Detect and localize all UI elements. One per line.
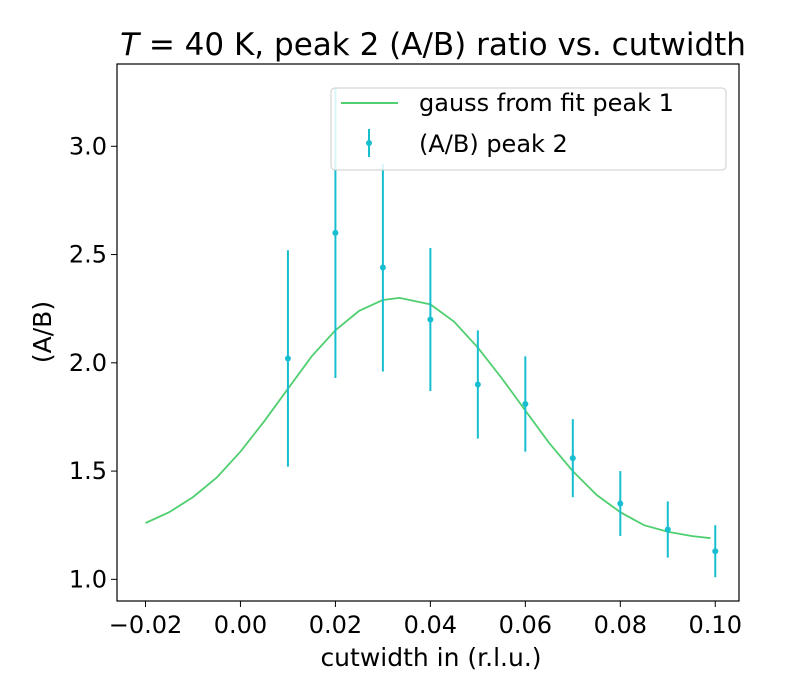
y-tick-label: 3.0 bbox=[69, 132, 107, 160]
chart-title: T = 40 K, peak 2 (A/B) ratio vs. cutwidt… bbox=[120, 27, 746, 63]
data-point bbox=[617, 500, 624, 507]
data-point bbox=[332, 229, 339, 236]
data-point bbox=[427, 316, 434, 323]
data-point bbox=[284, 355, 291, 362]
legend-box bbox=[330, 87, 727, 171]
x-tick-label: 0.06 bbox=[499, 611, 552, 639]
y-axis-label: (A/B) bbox=[28, 301, 57, 363]
x-tick-label: 0.02 bbox=[309, 611, 362, 639]
y-tick-label: 1.5 bbox=[69, 457, 107, 485]
x-tick-label: 0.08 bbox=[594, 611, 647, 639]
data-point bbox=[474, 381, 481, 388]
legend-swatch-ratio bbox=[366, 129, 372, 157]
legend: gauss from fit peak 1 (A/B) peak 2 bbox=[330, 87, 727, 171]
x-tick-label: −0.02 bbox=[109, 611, 183, 639]
chart-title-text: = 40 K, peak 2 (A/B) ratio vs. cutwidth bbox=[139, 27, 746, 63]
x-tick-label: 0.10 bbox=[689, 611, 742, 639]
legend-label-gauss: gauss from fit peak 1 bbox=[419, 89, 674, 117]
data-point bbox=[379, 264, 386, 271]
series-layer bbox=[145, 87, 719, 578]
y-tick-label: 2.0 bbox=[69, 349, 107, 377]
legend-point bbox=[366, 140, 372, 146]
data-point bbox=[569, 455, 576, 462]
y-tick-label: 1.0 bbox=[69, 565, 107, 593]
x-tick-label: 0.00 bbox=[214, 611, 267, 639]
x-axis-label: cutwidth in (r.l.u.) bbox=[320, 643, 541, 672]
x-axis: −0.02 0.00 0.02 0.04 0.06 0.08 0.10 bbox=[109, 601, 742, 639]
y-tick-label: 2.5 bbox=[69, 241, 107, 269]
data-point bbox=[712, 548, 719, 555]
legend-label-ratio: (A/B) peak 2 bbox=[419, 130, 568, 158]
data-point bbox=[664, 526, 671, 533]
data-point bbox=[522, 400, 529, 407]
chart-title-variable: T bbox=[120, 27, 141, 63]
y-axis: 1.0 1.5 2.0 2.5 3.0 bbox=[69, 132, 117, 593]
x-tick-label: 0.04 bbox=[404, 611, 457, 639]
